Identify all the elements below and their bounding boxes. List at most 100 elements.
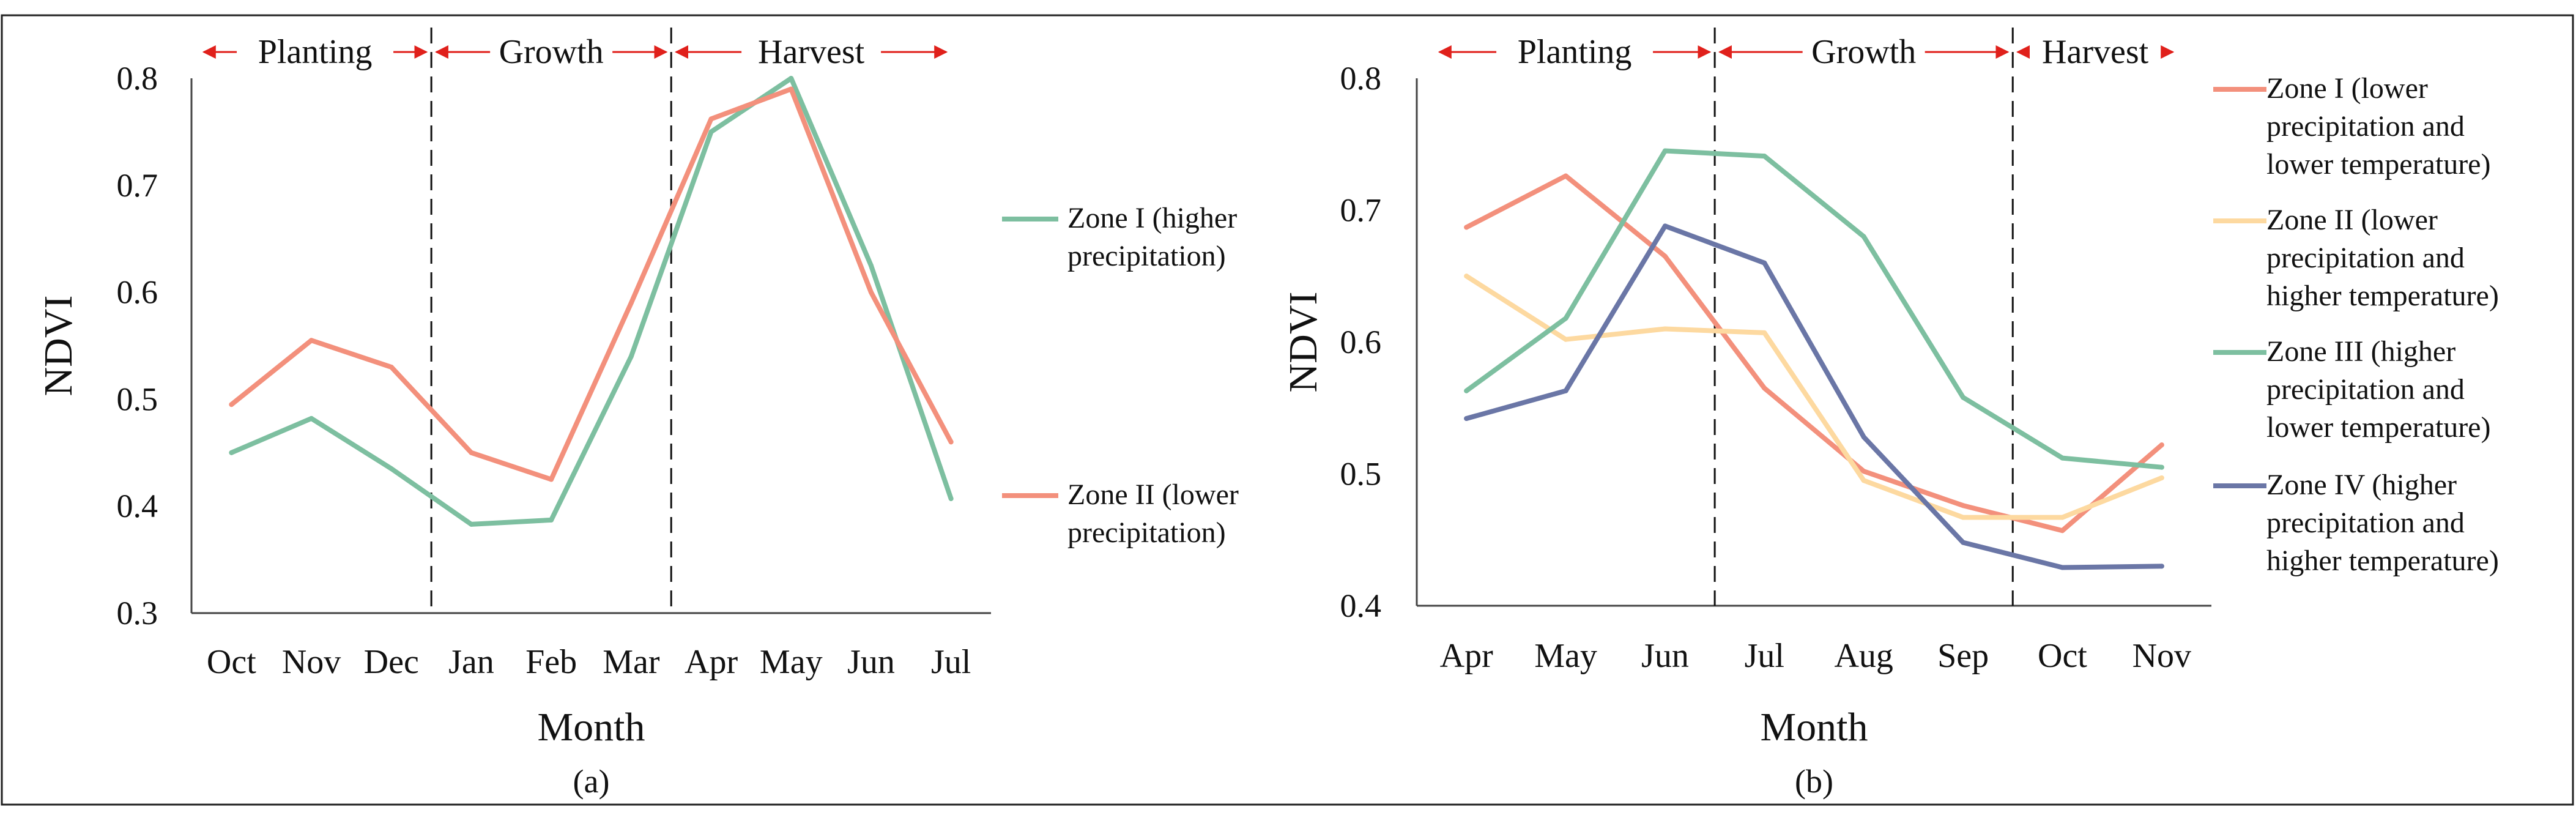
data-point xyxy=(388,364,394,370)
series-line-4 xyxy=(1464,223,2164,570)
data-point xyxy=(1563,316,1568,321)
x-tick-label: Oct xyxy=(2038,637,2087,675)
panel-a: 0.3 0.4 0.5 0.6 0.7 0.8 Oct Nov Dec Jan Feb Mar Apr M… xyxy=(36,28,1239,800)
x-tick-label: Jul xyxy=(931,643,971,681)
data-point xyxy=(1662,326,1668,332)
legend-label: Zone II (lower xyxy=(1067,478,1239,511)
data-point xyxy=(1563,173,1568,179)
data-point xyxy=(1861,478,1866,483)
data-point xyxy=(549,517,554,523)
y-tick-label: 0.7 xyxy=(117,167,158,204)
y-tick-label: 0.8 xyxy=(117,60,158,97)
x-tick-label: May xyxy=(1534,637,1597,675)
y-tick-label: 0.3 xyxy=(117,595,158,631)
legend-label: Zone IV (higher xyxy=(2266,469,2457,501)
phase-label: Harvest xyxy=(2042,33,2149,71)
y-tick-label: 0.5 xyxy=(1340,456,1382,493)
data-point xyxy=(2159,475,2164,480)
phase-label: Planting xyxy=(258,33,373,71)
x-axis-title: Month xyxy=(537,705,645,750)
data-point xyxy=(2060,565,2065,570)
legend-label: precipitation and xyxy=(2266,242,2465,274)
data-point xyxy=(2159,442,2164,448)
data-point xyxy=(1762,260,1767,266)
data-point xyxy=(309,338,314,343)
data-point xyxy=(229,402,234,408)
phase-label: Planting xyxy=(1518,33,1632,71)
data-point xyxy=(868,289,874,295)
data-point xyxy=(628,300,634,306)
data-point xyxy=(1762,385,1767,391)
data-point xyxy=(2060,515,2065,520)
data-point xyxy=(628,354,634,359)
x-tick-label: Jul xyxy=(1745,637,1784,675)
x-tick-label: Mar xyxy=(603,643,660,681)
x-tick-label: May xyxy=(760,643,823,681)
x-tick-label: Jan xyxy=(448,643,494,681)
data-point xyxy=(1961,515,1966,520)
data-point xyxy=(1961,395,1966,400)
data-point xyxy=(309,415,314,421)
data-point xyxy=(948,496,954,501)
data-point xyxy=(388,466,394,472)
data-point xyxy=(1861,234,1866,239)
data-point xyxy=(1464,274,1469,279)
data-point xyxy=(1961,540,1966,545)
y-axis-title: NDVI xyxy=(1281,292,1326,393)
panel-b: 0.4 0.5 0.6 0.7 0.8 Apr May Jun Jul Aug Sep Oct Nov M… xyxy=(1281,28,2499,800)
x-tick-label: Feb xyxy=(525,643,577,681)
data-point xyxy=(1861,434,1866,440)
data-point xyxy=(549,477,554,482)
x-tick-label: Jun xyxy=(847,643,895,681)
series-line-1 xyxy=(1464,173,2164,534)
y-tick-label: 0.4 xyxy=(117,488,158,524)
data-point xyxy=(1762,154,1767,159)
data-point xyxy=(1861,469,1866,474)
data-point xyxy=(789,86,794,92)
x-axis-title: Month xyxy=(1760,705,1868,750)
x-tick-label: Aug xyxy=(1834,637,1893,675)
y-tick-label: 0.8 xyxy=(1340,60,1382,97)
y-tick-label: 0.6 xyxy=(1340,324,1382,360)
x-tick-label: Dec xyxy=(364,643,419,681)
data-point xyxy=(1662,148,1668,154)
data-point xyxy=(868,262,874,268)
figure-border xyxy=(1,14,2574,806)
data-point xyxy=(469,450,474,455)
legend-label: Zone I (higher xyxy=(1067,202,1237,234)
legend-label: precipitation and xyxy=(2266,373,2465,406)
data-point xyxy=(948,439,954,445)
data-point xyxy=(1464,415,1469,421)
series-line-3 xyxy=(1464,148,2164,470)
data-point xyxy=(1563,388,1568,393)
x-tick-label: Apr xyxy=(1440,637,1493,675)
legend-label: Zone III (higher xyxy=(2266,335,2455,368)
series-line-2 xyxy=(1464,274,2164,520)
phase-label: Harvest xyxy=(758,33,865,71)
legend-label: lower temperature) xyxy=(2266,148,2490,180)
x-tick-label: Sep xyxy=(1937,637,1989,675)
data-point xyxy=(1563,337,1568,342)
x-tick-label: Nov xyxy=(282,643,341,681)
y-tick-label: 0.6 xyxy=(117,274,158,311)
data-point xyxy=(2060,528,2065,534)
panel-label: (b) xyxy=(1795,763,1833,800)
legend-label: Zone I (lower xyxy=(2266,72,2428,105)
data-point xyxy=(2159,564,2164,569)
legend-label: higher temperature) xyxy=(2266,280,2499,312)
series-line-2 xyxy=(229,86,954,482)
data-point xyxy=(1762,330,1767,335)
legend-label: precipitation) xyxy=(1067,516,1226,549)
legend-label: lower temperature) xyxy=(2266,411,2490,444)
legend-label: precipitation and xyxy=(2266,110,2465,143)
legend-label: precipitation) xyxy=(1067,240,1226,272)
legend-label: Zone II (lower xyxy=(2266,204,2438,236)
y-tick-label: 0.7 xyxy=(1340,192,1382,229)
legend-label: higher temperature) xyxy=(2266,545,2499,577)
data-point xyxy=(469,521,474,527)
data-point xyxy=(2159,464,2164,470)
x-tick-label: Nov xyxy=(2132,637,2191,675)
y-tick-label: 0.4 xyxy=(1340,587,1382,624)
data-point xyxy=(708,116,714,122)
